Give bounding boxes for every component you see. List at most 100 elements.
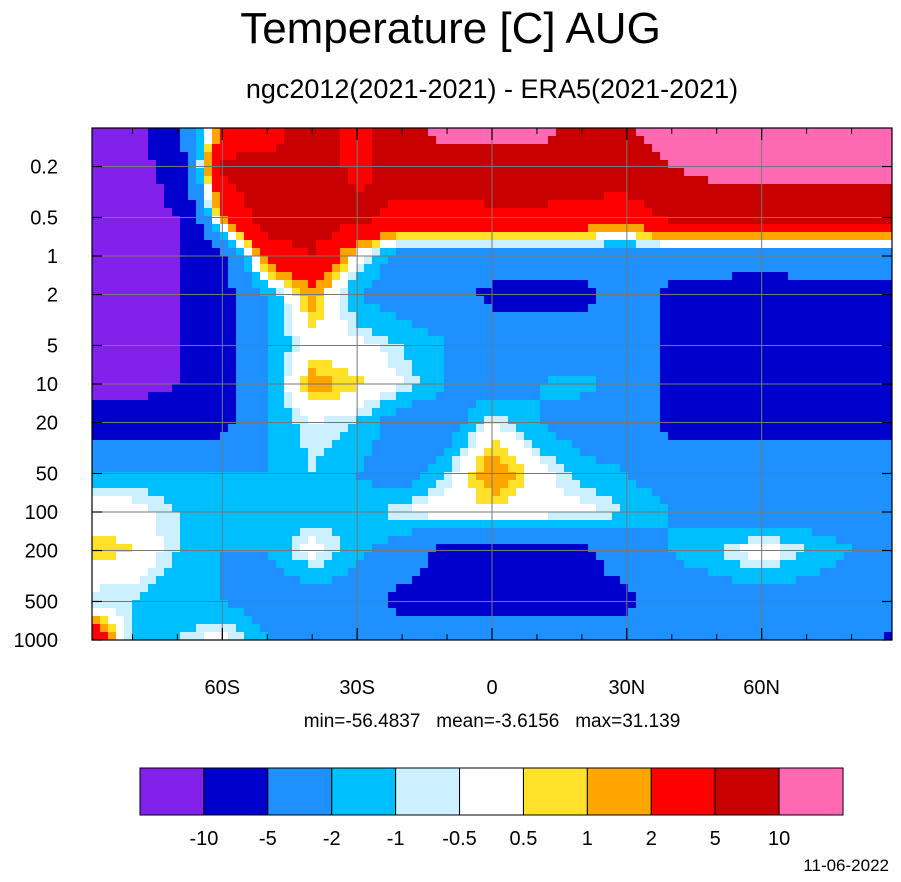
field-cell [412, 576, 621, 585]
field-cell [356, 272, 381, 281]
field-cell [356, 416, 381, 425]
field-cell [308, 312, 325, 321]
field-cell [348, 256, 365, 265]
field-cell [388, 360, 413, 369]
field-cell [332, 376, 365, 385]
field-cell [652, 232, 892, 241]
field-cell [372, 440, 453, 449]
field-cell [652, 488, 892, 497]
field-cell [732, 272, 789, 281]
field-cell [116, 608, 133, 617]
field-cell [92, 632, 109, 640]
field-cell [188, 184, 205, 193]
field-cell [284, 328, 293, 337]
field-cell [348, 288, 365, 297]
field-cell [316, 296, 325, 305]
field-cell [412, 400, 477, 409]
field-cell [556, 480, 581, 489]
field-cell [204, 136, 213, 145]
colorbar-label: -5 [259, 828, 277, 850]
field-cell [236, 408, 269, 417]
field-cell [284, 352, 293, 361]
field-cell [444, 376, 549, 385]
field-cell [292, 536, 309, 545]
field-cell [540, 416, 661, 425]
field-cell [348, 168, 373, 177]
field-cell [260, 256, 269, 265]
field-cell [316, 304, 325, 313]
field-cell [364, 464, 429, 473]
field-cell [620, 504, 669, 513]
field-cell [372, 176, 709, 185]
colorbar-swatch [139, 767, 205, 816]
field-cell [196, 144, 205, 153]
field-cell [132, 616, 253, 625]
field-cell [308, 248, 317, 257]
field-cell [92, 560, 157, 569]
field-cell [132, 608, 245, 617]
field-cell [148, 128, 181, 137]
field-cell [180, 536, 293, 545]
field-cell [468, 432, 477, 441]
field-cell [180, 312, 237, 321]
field-cell [572, 472, 629, 481]
field-cell [556, 432, 669, 441]
field-cell [244, 608, 397, 617]
field-cell [324, 448, 373, 457]
field-cell [92, 288, 181, 297]
field-cell [92, 312, 181, 321]
field-cell [180, 136, 197, 145]
field-cell [476, 440, 493, 449]
field-cell [372, 216, 669, 225]
field-cell [412, 360, 445, 369]
field-cell [180, 320, 237, 329]
field-cell [204, 160, 213, 169]
field-cell [164, 184, 189, 193]
field-cell [268, 464, 309, 473]
field-cell [340, 288, 349, 297]
field-cell [348, 320, 357, 329]
field-cell [348, 304, 381, 313]
field-cell [308, 304, 317, 313]
field-cell [508, 464, 525, 473]
field-cell [300, 344, 381, 353]
field-cell [284, 296, 301, 305]
field-cell [484, 200, 549, 209]
field-cell [92, 296, 181, 305]
field-cell [372, 256, 389, 265]
field-cell [212, 136, 221, 145]
field-cell [236, 336, 269, 345]
field-cell [556, 128, 637, 137]
field-cell [92, 624, 101, 633]
field-cell [148, 584, 221, 593]
field-cell [428, 560, 605, 569]
field-cell [236, 328, 269, 337]
field-cell [292, 328, 349, 337]
field-cell [500, 424, 517, 433]
field-cell [548, 136, 645, 145]
field-cell [660, 384, 892, 393]
field-cell [452, 456, 461, 465]
field-cell [220, 560, 277, 569]
field-cell [292, 344, 301, 353]
field-cell [644, 224, 892, 233]
field-cell [332, 528, 413, 537]
field-cell [196, 152, 205, 161]
field-cell [300, 408, 357, 417]
field-cell [268, 328, 285, 337]
field-cell [332, 264, 341, 273]
field-cell [500, 456, 517, 465]
field-cell [324, 416, 357, 425]
field-cell [92, 424, 229, 433]
field-cell [212, 128, 221, 137]
field-cell [284, 376, 301, 385]
field-cell [164, 200, 197, 209]
field-cell [492, 440, 501, 449]
field-cell [364, 184, 892, 193]
field-cell [324, 304, 341, 313]
field-cell [532, 448, 541, 457]
field-cell [396, 608, 629, 617]
field-cell [572, 440, 892, 449]
field-cell [372, 328, 429, 337]
field-cell [380, 240, 397, 249]
